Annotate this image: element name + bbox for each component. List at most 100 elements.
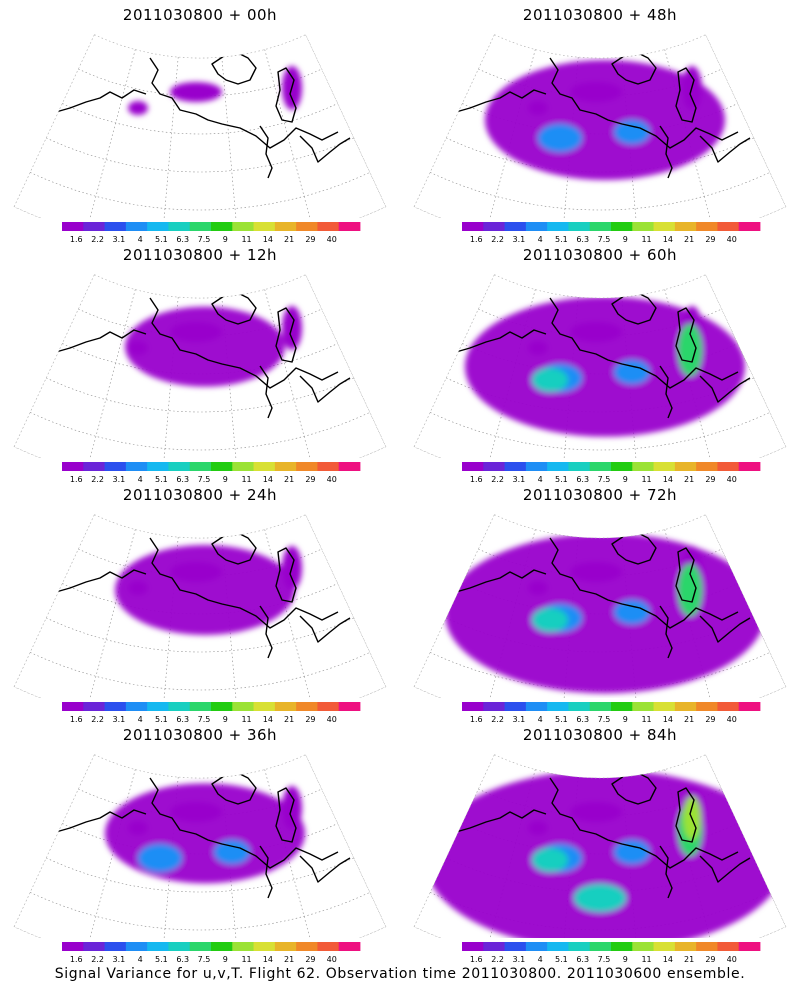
colorbar-label: 6.3 (576, 715, 589, 724)
colorbar-swatch (632, 942, 654, 951)
colorbar-label: 3.1 (112, 475, 125, 484)
colorbar-label: 9 (223, 955, 228, 964)
panel-title: 2011030800 + 24h (122, 486, 278, 504)
colorbar-swatch (589, 462, 612, 471)
colorbar-swatch (338, 702, 361, 711)
colorbar-swatch (568, 222, 591, 231)
colorbar-swatch (674, 702, 697, 711)
colorbar-label: 21 (684, 715, 694, 724)
colorbar-label: 11 (241, 235, 251, 244)
colorbar-swatch (317, 942, 340, 951)
forecast-panel: 2011030800 + 48h 1.6 2.2 3.1 4 5.1 6.3 7.5 9 11 14… (400, 0, 800, 245)
colorbar-swatch (462, 462, 484, 471)
map-domain-outline (13, 34, 387, 218)
colorbar-label: 4 (138, 955, 143, 964)
colorbar: 1.6 2.2 3.1 4 5.1 6.3 7.5 9 11 14 21 29 40 (462, 702, 761, 724)
polar-stereographic-map (13, 274, 387, 458)
colorbar: 1.6 2.2 3.1 4 5.1 6.3 7.5 9 11 14 21 29 40 (62, 942, 361, 964)
colorbar-swatch (611, 462, 633, 471)
colorbar-label: 1.6 (470, 475, 483, 484)
colorbar-swatch (568, 942, 591, 951)
variance-field (425, 770, 785, 938)
colorbar-swatch (696, 942, 718, 951)
colorbar-label: 1.6 (70, 475, 83, 484)
colorbar-label: 29 (305, 715, 315, 724)
panel-title: 2011030800 + 84h (522, 726, 678, 744)
colorbar-swatch (147, 462, 169, 471)
colorbar-label: 11 (641, 955, 651, 964)
colorbar-label: 5.1 (555, 955, 568, 964)
colorbar-label: 21 (684, 235, 694, 244)
colorbar-label: 9 (623, 475, 628, 484)
forecast-panel: 2011030800 + 84h 1.6 2.2 3.1 4 5.1 6.3 7.5 9 11 14… (400, 720, 800, 965)
colorbar: 1.6 2.2 3.1 4 5.1 6.3 7.5 9 11 14 21 29 40 (462, 222, 761, 244)
variance-field (485, 60, 725, 180)
colorbar-swatch (568, 702, 591, 711)
panel-title: 2011030800 + 36h (122, 726, 278, 744)
colorbar-label: 7.5 (598, 475, 611, 484)
colorbar-swatch (525, 702, 548, 711)
coastlines (439, 531, 751, 659)
coastlines (439, 291, 751, 419)
colorbar-label: 7.5 (598, 235, 611, 244)
colorbar-label: 3.1 (112, 955, 125, 964)
colorbar-label: 2.2 (491, 955, 504, 964)
colorbar-label: 40 (727, 475, 737, 484)
colorbar-swatch (338, 942, 361, 951)
colorbar-label: 7.5 (598, 715, 611, 724)
coastlines (439, 771, 751, 899)
colorbar-label: 29 (705, 475, 715, 484)
colorbar-label: 21 (284, 955, 294, 964)
colorbar-swatch (147, 942, 169, 951)
figure-caption: Signal Variance for u,v,T. Flight 62. Ob… (54, 966, 746, 982)
colorbar-label: 3.1 (512, 475, 525, 484)
colorbar-label: 3.1 (112, 715, 125, 724)
colorbar-swatch (253, 942, 276, 951)
colorbar-swatch (253, 702, 276, 711)
colorbar-swatch (274, 702, 297, 711)
colorbar-swatch (211, 702, 233, 711)
colorbar-swatch (717, 702, 740, 711)
forecast-panel: 2011030800 + 36h 1.6 2.2 3.1 4 5.1 6.3 7.5 9 11 14… (0, 720, 400, 965)
colorbar-label: 21 (684, 475, 694, 484)
colorbar-label: 6.3 (176, 235, 189, 244)
colorbar-swatch (738, 942, 761, 951)
colorbar-label: 5.1 (555, 475, 568, 484)
colorbar-label: 40 (327, 235, 337, 244)
colorbar-swatch (317, 222, 340, 231)
colorbar-swatch (274, 462, 297, 471)
colorbar-swatch (104, 942, 127, 951)
colorbar-swatch (696, 462, 718, 471)
colorbar-swatch (168, 702, 191, 711)
colorbar-swatch (211, 462, 233, 471)
colorbar-swatch (483, 462, 505, 471)
colorbar-swatch (317, 462, 340, 471)
colorbar-label: 40 (727, 955, 737, 964)
colorbar: 1.6 2.2 3.1 4 5.1 6.3 7.5 9 11 14 21 29 40 (462, 942, 761, 964)
coastlines (439, 51, 751, 179)
forecast-panel: 2011030800 + 72h 1.6 2.2 3.1 4 5.1 6.3 7.5 9 11 14… (400, 480, 800, 725)
colorbar-swatch (104, 222, 127, 231)
polar-stereographic-map (13, 514, 387, 698)
panel-title: 2011030800 + 12h (122, 246, 278, 264)
colorbar-label: 1.6 (470, 715, 483, 724)
colorbar-swatch (504, 702, 527, 711)
colorbar-label: 3.1 (512, 955, 525, 964)
colorbar-label: 14 (263, 475, 273, 484)
coastlines (39, 771, 351, 899)
panel-title: 2011030800 + 72h (522, 486, 678, 504)
colorbar-label: 11 (641, 715, 651, 724)
colorbar: 1.6 2.2 3.1 4 5.1 6.3 7.5 9 11 14 21 29 40 (62, 702, 361, 724)
colorbar-label: 21 (284, 235, 294, 244)
colorbar-label: 21 (284, 475, 294, 484)
colorbar-label: 2.2 (491, 715, 504, 724)
colorbar-label: 1.6 (70, 235, 83, 244)
colorbar-swatch (717, 222, 740, 231)
colorbar-swatch (547, 462, 569, 471)
colorbar-swatch (62, 222, 84, 231)
colorbar-swatch (274, 942, 297, 951)
polar-stereographic-map (13, 34, 387, 218)
colorbar-swatch (674, 222, 697, 231)
colorbar-swatch (147, 702, 169, 711)
colorbar-swatch (462, 702, 484, 711)
